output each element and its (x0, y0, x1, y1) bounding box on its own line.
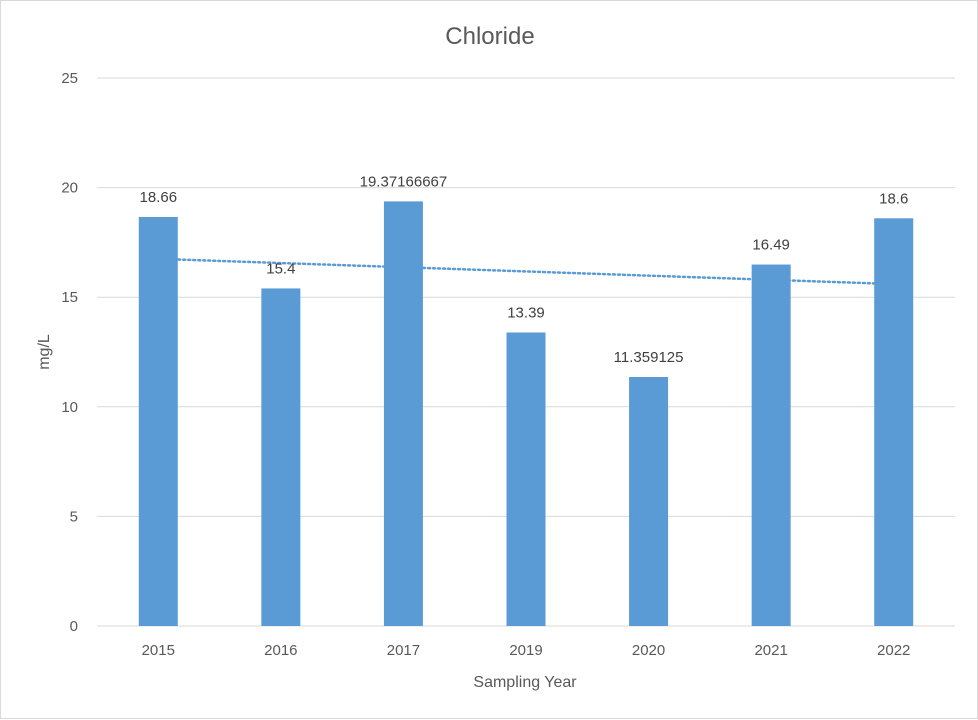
x-tick-label: 2022 (877, 642, 910, 659)
x-axis-title: Sampling Year (473, 674, 577, 691)
x-tick-label: 2020 (632, 642, 665, 659)
y-tick-label: 0 (70, 618, 78, 635)
data-label: 18.66 (140, 189, 178, 206)
data-label: 13.39 (507, 304, 545, 321)
x-axis-ticks: 2015 2016 2017 2019 2020 2021 2022 (142, 642, 911, 659)
bar (138, 216, 178, 627)
y-axis-ticks: 0 5 10 15 20 25 (61, 70, 78, 635)
x-tick-label: 2016 (264, 642, 297, 659)
data-labels: 18.66 15.4 19.37166667 13.39 11.359125 16.49 1… (140, 173, 909, 366)
bar (751, 264, 791, 626)
y-tick-label: 20 (61, 180, 78, 197)
bar (506, 332, 546, 626)
x-tick-label: 2017 (387, 642, 420, 659)
chart-title: Chloride (445, 23, 534, 50)
y-tick-label: 10 (61, 399, 78, 416)
bar (261, 288, 301, 626)
x-tick-label: 2015 (142, 642, 175, 659)
bar (629, 377, 669, 626)
data-label: 19.37166667 (360, 173, 448, 190)
y-tick-label: 25 (61, 70, 78, 87)
bars (138, 201, 914, 627)
x-tick-label: 2021 (754, 642, 787, 659)
data-label: 15.4 (266, 260, 295, 277)
trendline (157, 257, 895, 286)
bar (383, 201, 423, 627)
bar (874, 218, 914, 626)
data-label: 18.6 (879, 190, 908, 207)
y-axis-title: mg/L (36, 334, 53, 370)
y-tick-label: 15 (61, 289, 78, 306)
x-tick-label: 2019 (509, 642, 542, 659)
data-label: 16.49 (752, 237, 790, 254)
y-tick-label: 5 (70, 508, 78, 525)
data-label: 11.359125 (614, 349, 684, 366)
